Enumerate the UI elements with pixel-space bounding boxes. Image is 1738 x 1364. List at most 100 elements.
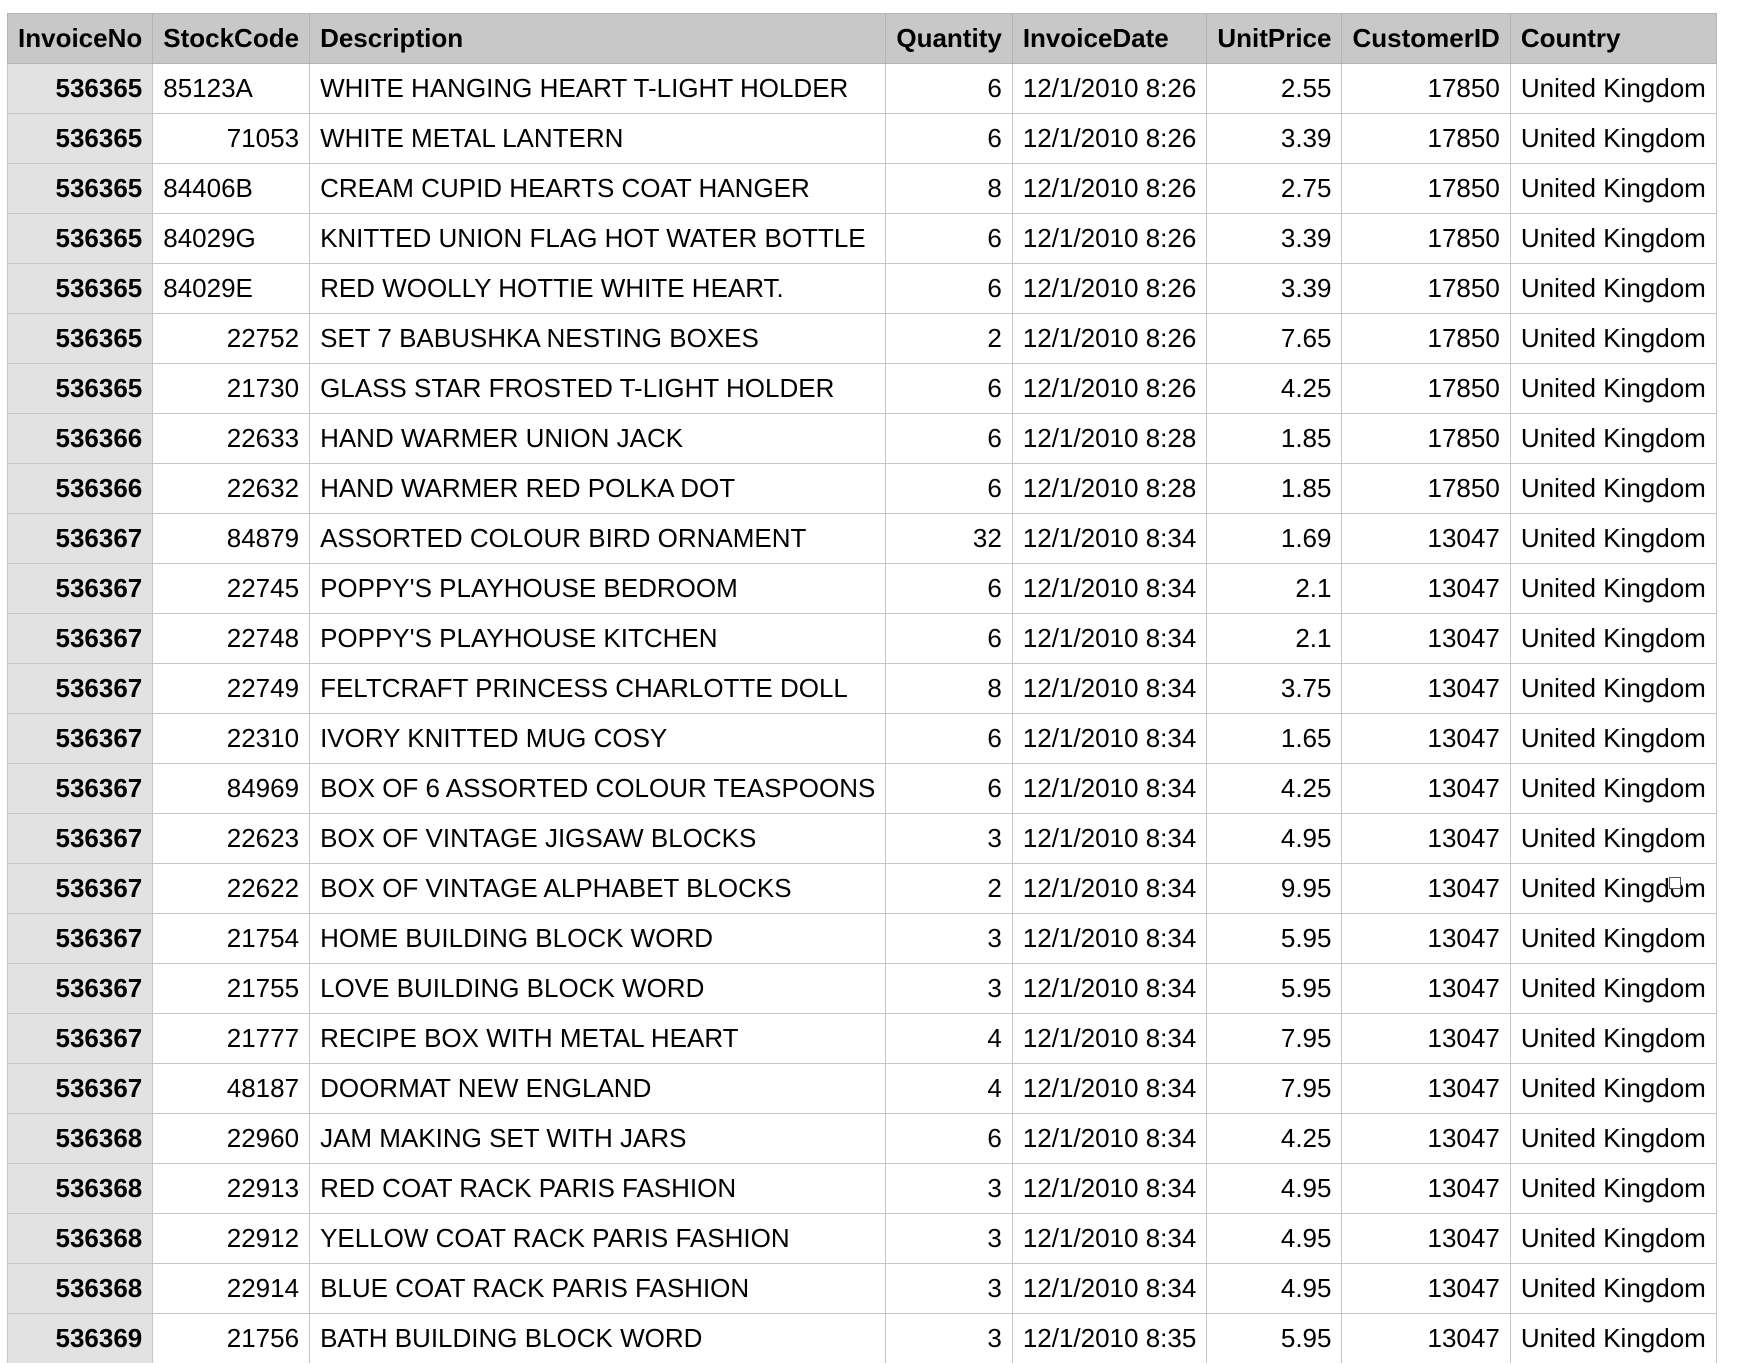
- cell-stockcode[interactable]: 21777: [152, 1013, 311, 1064]
- cell-customerid[interactable]: 13047: [1341, 1063, 1511, 1114]
- cell-invoicedate[interactable]: 12/1/2010 8:34: [1011, 563, 1208, 614]
- cell-unitprice[interactable]: 2.1: [1206, 563, 1343, 614]
- cell-country[interactable]: United Kingdom: [1509, 1263, 1717, 1314]
- cell-stockcode[interactable]: 21756: [152, 1313, 311, 1363]
- cell-country[interactable]: United Kingdom: [1509, 213, 1717, 264]
- cell-invoiceno[interactable]: 536369: [6, 1313, 154, 1363]
- column-header-unitprice[interactable]: UnitPrice: [1206, 13, 1343, 64]
- cell-stockcode[interactable]: 22912: [152, 1213, 311, 1264]
- cell-stockcode[interactable]: 21755: [152, 963, 311, 1014]
- cell-unitprice[interactable]: 4.25: [1206, 763, 1343, 814]
- cell-customerid[interactable]: 13047: [1341, 863, 1511, 914]
- cell-customerid[interactable]: 17850: [1341, 213, 1511, 264]
- cell-stockcode[interactable]: 21754: [152, 913, 311, 964]
- cell-customerid[interactable]: 13047: [1341, 963, 1511, 1014]
- cell-invoicedate[interactable]: 12/1/2010 8:34: [1011, 663, 1208, 714]
- cell-invoicedate[interactable]: 12/1/2010 8:28: [1011, 413, 1208, 464]
- column-header-stockcode[interactable]: StockCode: [152, 13, 311, 64]
- cell-country[interactable]: United Kingdom: [1509, 1113, 1717, 1164]
- cell-quantity[interactable]: 6: [885, 763, 1013, 814]
- cell-stockcode[interactable]: 48187: [152, 1063, 311, 1114]
- cell-country[interactable]: United Kingdom: [1509, 413, 1717, 464]
- cell-unitprice[interactable]: 1.69: [1206, 513, 1343, 564]
- cell-unitprice[interactable]: 5.95: [1206, 913, 1343, 964]
- cell-quantity[interactable]: 2: [885, 313, 1013, 364]
- cell-invoicedate[interactable]: 12/1/2010 8:26: [1011, 163, 1208, 214]
- cell-quantity[interactable]: 6: [885, 263, 1013, 314]
- cell-quantity[interactable]: 6: [885, 1113, 1013, 1164]
- cell-invoicedate[interactable]: 12/1/2010 8:34: [1011, 763, 1208, 814]
- cell-customerid[interactable]: 13047: [1341, 1113, 1511, 1164]
- cell-stockcode[interactable]: 85123A: [152, 63, 311, 114]
- cell-quantity[interactable]: 6: [885, 363, 1013, 414]
- cell-country[interactable]: United Kingdom: [1509, 363, 1717, 414]
- cell-invoicedate[interactable]: 12/1/2010 8:26: [1011, 363, 1208, 414]
- cell-unitprice[interactable]: 4.95: [1206, 1263, 1343, 1314]
- cell-description[interactable]: RED COAT RACK PARIS FASHION: [309, 1163, 887, 1214]
- cell-stockcode[interactable]: 22749: [152, 663, 311, 714]
- cell-customerid[interactable]: 13047: [1341, 663, 1511, 714]
- cell-quantity[interactable]: 3: [885, 913, 1013, 964]
- cell-country[interactable]: United Kingdom: [1509, 863, 1717, 914]
- cell-description[interactable]: CREAM CUPID HEARTS COAT HANGER: [309, 163, 887, 214]
- cell-country[interactable]: United Kingdom: [1509, 713, 1717, 764]
- cell-invoiceno[interactable]: 536367: [6, 663, 154, 714]
- cell-stockcode[interactable]: 22633: [152, 413, 311, 464]
- cell-unitprice[interactable]: 3.75: [1206, 663, 1343, 714]
- cell-quantity[interactable]: 8: [885, 663, 1013, 714]
- cell-invoiceno[interactable]: 536365: [6, 213, 154, 264]
- cell-invoicedate[interactable]: 12/1/2010 8:26: [1011, 113, 1208, 164]
- cell-customerid[interactable]: 13047: [1341, 1163, 1511, 1214]
- cell-country[interactable]: United Kingdom: [1509, 313, 1717, 364]
- cell-description[interactable]: FELTCRAFT PRINCESS CHARLOTTE DOLL: [309, 663, 887, 714]
- column-header-country[interactable]: Country: [1509, 13, 1717, 64]
- cell-description[interactable]: BOX OF VINTAGE ALPHABET BLOCKS: [309, 863, 887, 914]
- cell-invoiceno[interactable]: 536366: [6, 413, 154, 464]
- cell-description[interactable]: DOORMAT NEW ENGLAND: [309, 1063, 887, 1114]
- cell-country[interactable]: United Kingdom: [1509, 463, 1717, 514]
- cell-description[interactable]: WHITE METAL LANTERN: [309, 113, 887, 164]
- cell-country[interactable]: United Kingdom: [1509, 563, 1717, 614]
- cell-customerid[interactable]: 13047: [1341, 1313, 1511, 1363]
- cell-stockcode[interactable]: 22748: [152, 613, 311, 664]
- cell-invoiceno[interactable]: 536367: [6, 1063, 154, 1114]
- cell-quantity[interactable]: 6: [885, 563, 1013, 614]
- cell-quantity[interactable]: 4: [885, 1063, 1013, 1114]
- cell-invoiceno[interactable]: 536367: [6, 763, 154, 814]
- cell-customerid[interactable]: 17850: [1341, 163, 1511, 214]
- cell-description[interactable]: POPPY'S PLAYHOUSE KITCHEN: [309, 613, 887, 664]
- cell-stockcode[interactable]: 22745: [152, 563, 311, 614]
- cell-unitprice[interactable]: 2.55: [1206, 63, 1343, 114]
- cell-customerid[interactable]: 17850: [1341, 463, 1511, 514]
- cell-country[interactable]: United Kingdom: [1509, 1013, 1717, 1064]
- cell-unitprice[interactable]: 4.95: [1206, 813, 1343, 864]
- cell-unitprice[interactable]: 4.95: [1206, 1213, 1343, 1264]
- cell-invoiceno[interactable]: 536367: [6, 863, 154, 914]
- cell-stockcode[interactable]: 22752: [152, 313, 311, 364]
- cell-quantity[interactable]: 3: [885, 813, 1013, 864]
- cell-country[interactable]: United Kingdom: [1509, 1063, 1717, 1114]
- cell-customerid[interactable]: 13047: [1341, 1013, 1511, 1064]
- cell-unitprice[interactable]: 4.95: [1206, 1163, 1343, 1214]
- cell-customerid[interactable]: 13047: [1341, 563, 1511, 614]
- cell-invoiceno[interactable]: 536367: [6, 1013, 154, 1064]
- cell-country[interactable]: United Kingdom: [1509, 963, 1717, 1014]
- cell-invoicedate[interactable]: 12/1/2010 8:35: [1011, 1313, 1208, 1363]
- cell-invoiceno[interactable]: 536365: [6, 113, 154, 164]
- cell-unitprice[interactable]: 4.25: [1206, 1113, 1343, 1164]
- cell-unitprice[interactable]: 2.1: [1206, 613, 1343, 664]
- cell-stockcode[interactable]: 84969: [152, 763, 311, 814]
- cell-customerid[interactable]: 17850: [1341, 63, 1511, 114]
- cell-invoicedate[interactable]: 12/1/2010 8:34: [1011, 1013, 1208, 1064]
- cell-unitprice[interactable]: 1.85: [1206, 413, 1343, 464]
- cell-country[interactable]: United Kingdom: [1509, 663, 1717, 714]
- cell-customerid[interactable]: 17850: [1341, 313, 1511, 364]
- cell-description[interactable]: POPPY'S PLAYHOUSE BEDROOM: [309, 563, 887, 614]
- cell-unitprice[interactable]: 1.65: [1206, 713, 1343, 764]
- cell-country[interactable]: United Kingdom: [1509, 613, 1717, 664]
- cell-quantity[interactable]: 6: [885, 613, 1013, 664]
- cell-description[interactable]: LOVE BUILDING BLOCK WORD: [309, 963, 887, 1014]
- cell-stockcode[interactable]: 22622: [152, 863, 311, 914]
- cell-invoicedate[interactable]: 12/1/2010 8:34: [1011, 963, 1208, 1014]
- cell-customerid[interactable]: 13047: [1341, 713, 1511, 764]
